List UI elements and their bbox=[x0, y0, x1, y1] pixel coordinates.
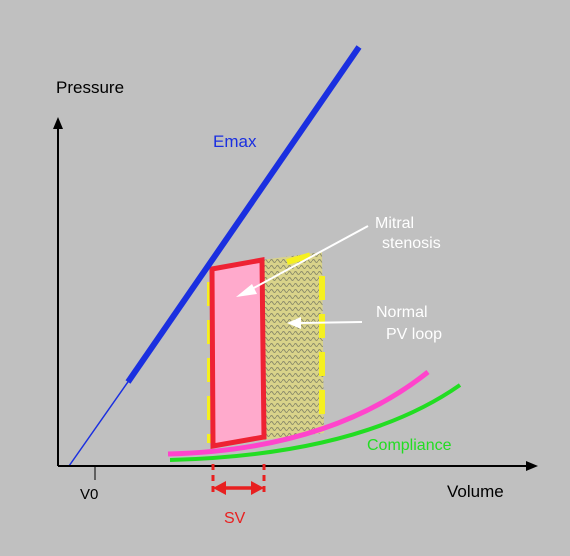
mitral-stenosis-label-line2: stenosis bbox=[382, 235, 441, 252]
pressure-axis-label: Pressure bbox=[56, 78, 124, 97]
emax-thin-line bbox=[68, 378, 131, 467]
normal-pv-loop-fill bbox=[262, 252, 324, 440]
compliance-curve-pink bbox=[167, 370, 430, 457]
sv-arrowhead-right bbox=[251, 481, 264, 495]
normal-pv-loop-label-line1: Normal bbox=[376, 304, 428, 321]
compliance-curve-green bbox=[169, 383, 462, 462]
v0-label: V0 bbox=[80, 486, 98, 503]
mitral-pointer-arrow bbox=[236, 225, 369, 297]
mitral-stenosis-label-line1: Mitral bbox=[375, 215, 414, 232]
mitral-stenosis-loop bbox=[209, 257, 267, 449]
x-axis-arrowhead bbox=[526, 461, 538, 471]
y-axis bbox=[53, 117, 63, 466]
y-axis-arrowhead bbox=[53, 117, 63, 129]
compliance-label: Compliance bbox=[367, 437, 452, 454]
x-axis bbox=[58, 461, 538, 471]
sv-arrowhead-left bbox=[213, 481, 226, 495]
normal-pv-loop-outline bbox=[207, 249, 325, 443]
emax-line bbox=[125, 45, 362, 384]
normal-pointer-arrow bbox=[287, 317, 363, 329]
normal-pv-loop-label-line2: PV loop bbox=[386, 326, 442, 343]
sv-label: SV bbox=[224, 510, 246, 527]
normal-pv-loop bbox=[207, 249, 325, 443]
emax-label: Emax bbox=[213, 132, 257, 151]
volume-axis-label: Volume bbox=[447, 482, 504, 501]
sv-marker bbox=[211, 464, 266, 495]
